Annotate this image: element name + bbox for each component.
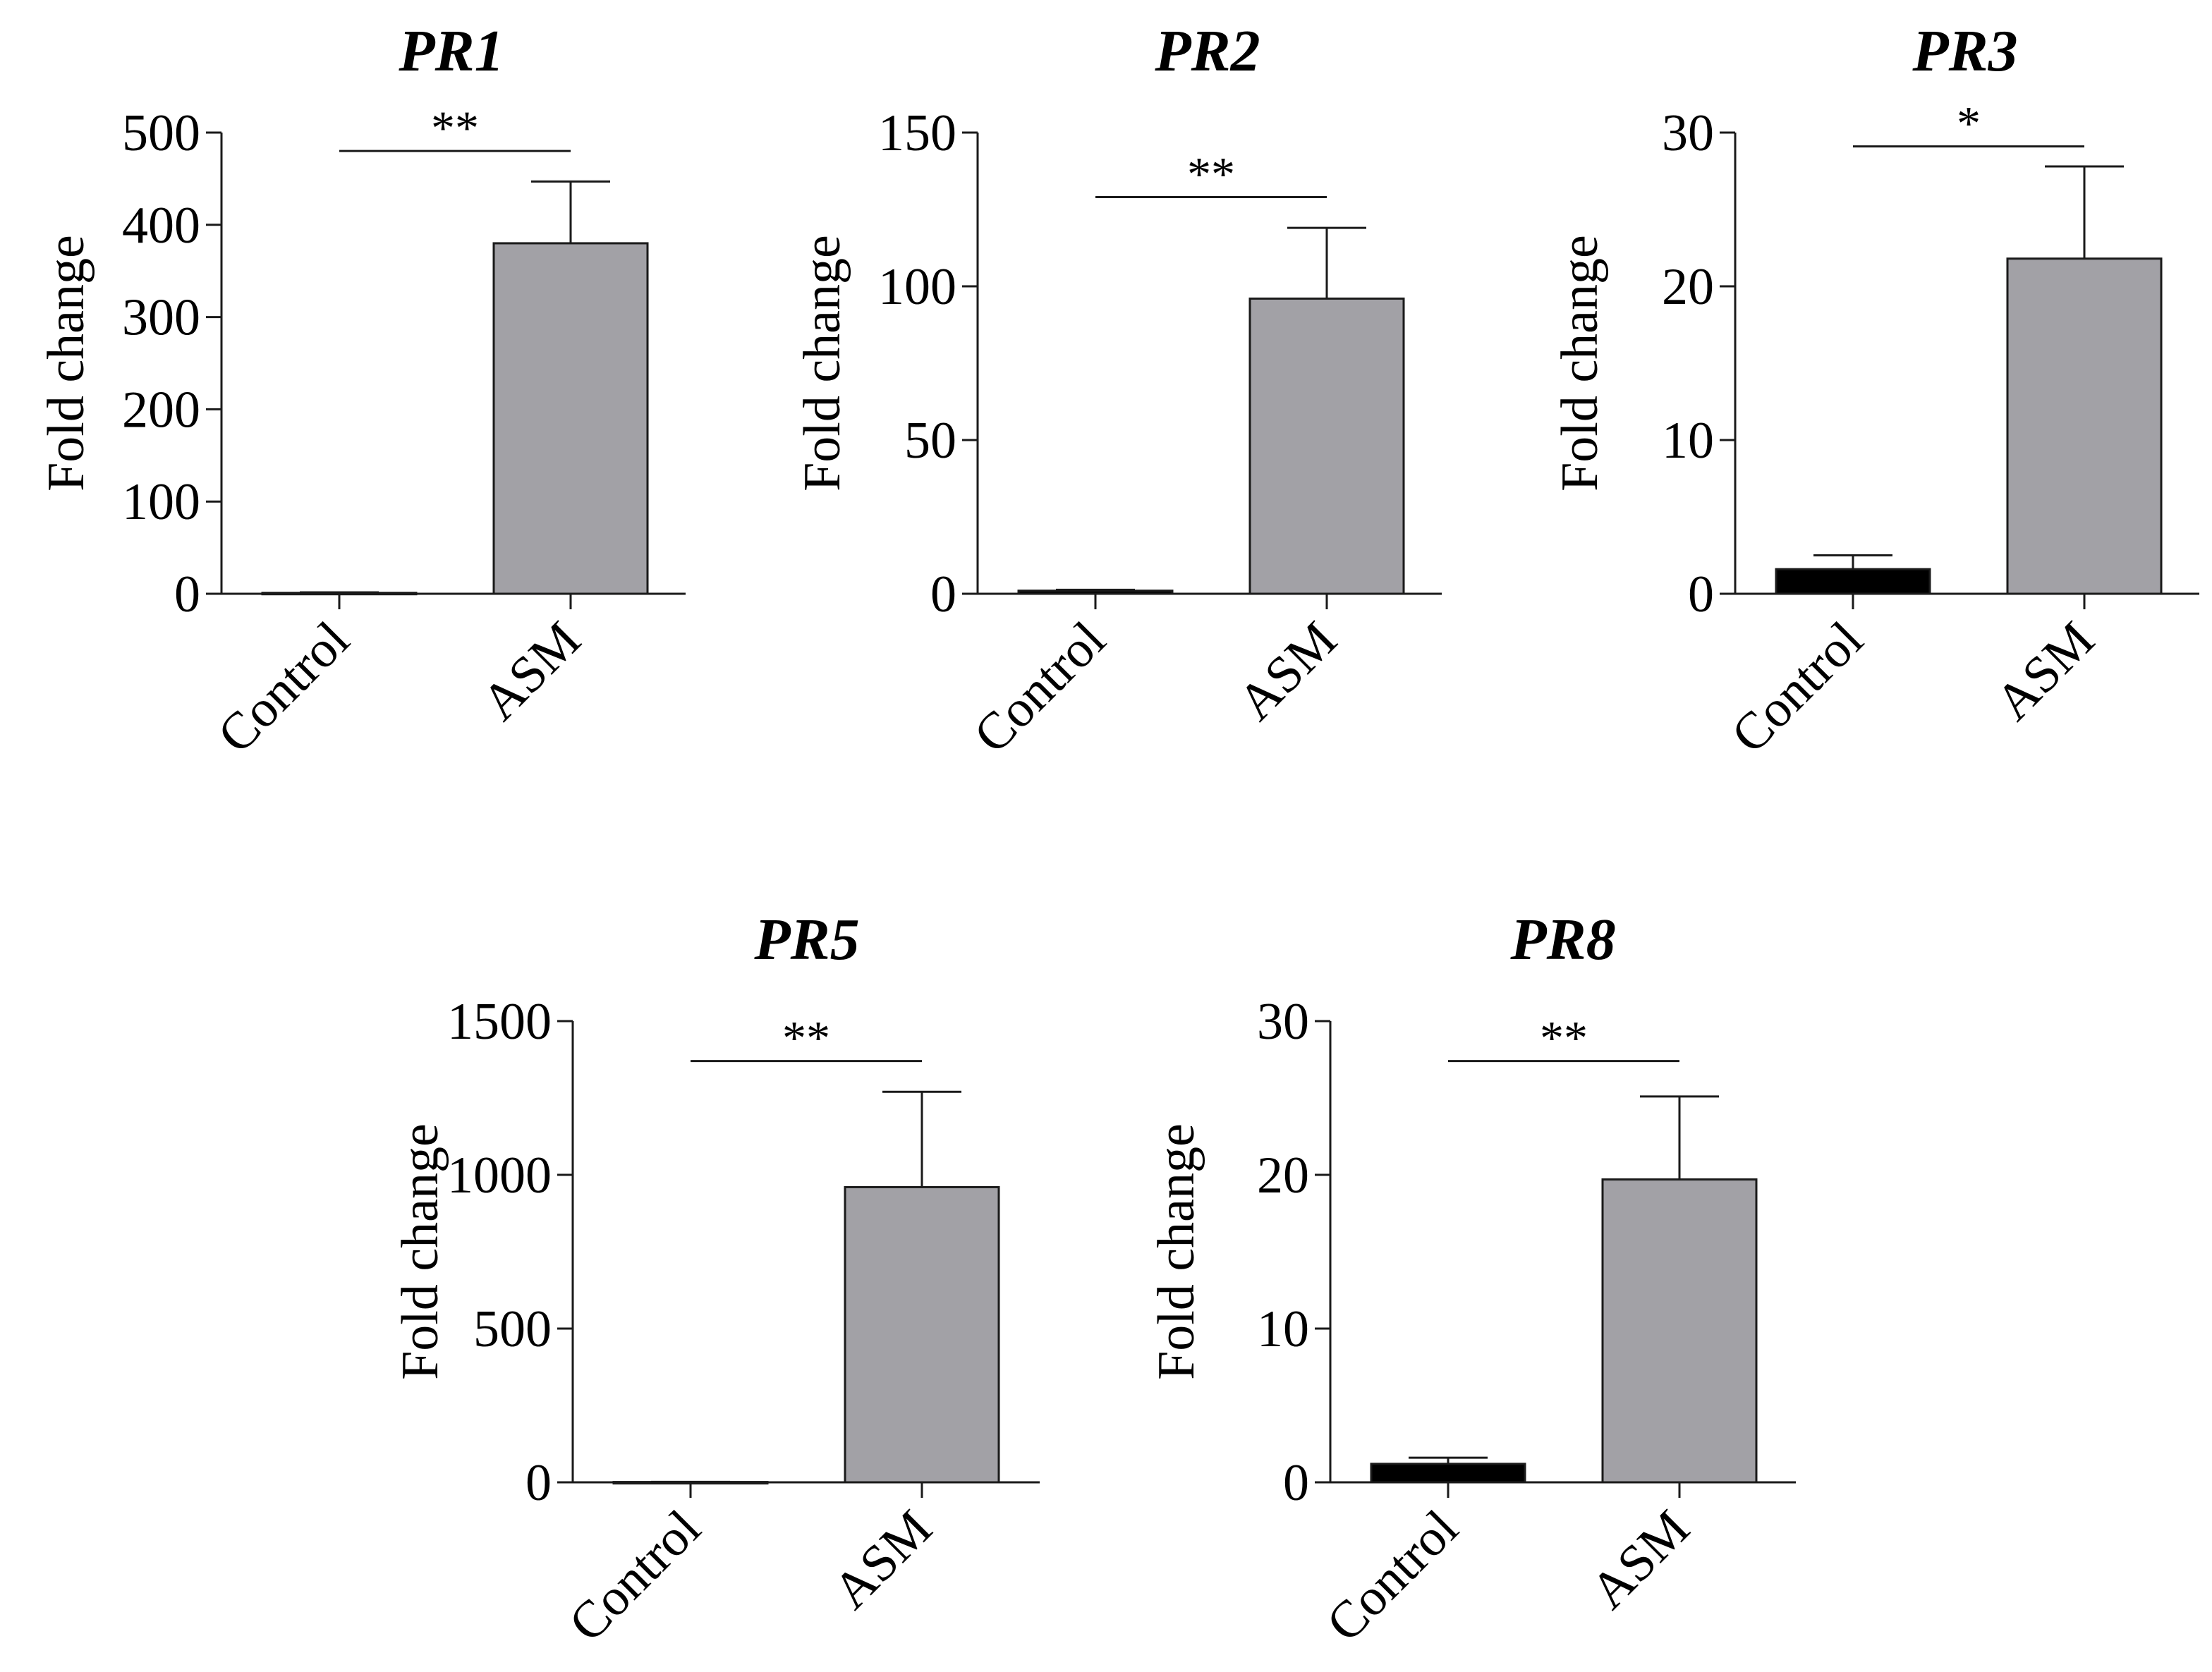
chart-pr1-y-tick-label: 400: [122, 197, 200, 255]
chart-pr5-title: PR5: [753, 907, 859, 972]
chart-pr8-y-tick-label: 0: [1283, 1454, 1309, 1512]
chart-pr1-title: PR1: [398, 18, 504, 84]
chart-pr2-y-tick-label: 50: [904, 412, 956, 470]
chart-pr5-y-tick-label: 1500: [447, 993, 552, 1051]
chart-pr5-y-tick-label: 500: [473, 1300, 552, 1358]
chart-pr3-y-axis-label: Fold change: [1551, 235, 1609, 492]
chart-pr2-bar-control: [1017, 590, 1174, 595]
chart-pr3-bar-control: [1775, 568, 1931, 595]
chart-pr1-y-tick-label: 500: [122, 104, 200, 162]
chart-pr2-y-tick-label: 0: [930, 566, 956, 623]
chart-pr1-y-tick-label: 100: [122, 473, 200, 531]
chart-pr3-title: PR3: [1912, 18, 2017, 84]
chart-pr1-y-tick-label: 0: [174, 566, 200, 623]
chart-pr3-y-tick-label: 10: [1662, 412, 1714, 470]
chart-pr8-bar-asm: [1601, 1178, 1758, 1484]
chart-pr5-y-tick-label: 1000: [447, 1147, 552, 1204]
chart-pr8-significance-label: **: [1540, 1011, 1588, 1065]
chart-pr1-y-tick-label: 300: [122, 289, 200, 347]
chart-pr3-y-tick-label: 30: [1662, 104, 1714, 162]
chart-pr5-significance-label: **: [782, 1011, 830, 1065]
chart-pr8-y-axis-label: Fold change: [1148, 1123, 1205, 1380]
chart-pr8-y-tick-label: 10: [1257, 1300, 1309, 1358]
chart-pr5-y-tick-label: 0: [525, 1454, 552, 1512]
chart-pr1-significance-label: **: [431, 101, 479, 154]
chart-pr2-y-tick-label: 100: [878, 258, 956, 316]
chart-pr2-y-axis-label: Fold change: [794, 235, 851, 492]
chart-pr1-y-tick-label: 200: [122, 381, 200, 439]
chart-pr2-title: PR2: [1154, 18, 1260, 84]
chart-pr3-significance-label: *: [1957, 97, 1981, 150]
chart-pr5-y-axis-label: Fold change: [391, 1123, 449, 1380]
chart-pr8-y-tick-label: 20: [1257, 1147, 1309, 1204]
chart-pr2-significance-label: **: [1187, 147, 1235, 201]
chart-pr3-y-tick-label: 0: [1688, 566, 1714, 623]
chart-pr2-y-tick-label: 150: [878, 104, 956, 162]
chart-pr2-bar-asm: [1248, 297, 1405, 595]
chart-pr1-bar-asm: [492, 242, 649, 595]
chart-pr8-title: PR8: [1509, 907, 1615, 972]
chart-pr3-bar-asm: [2006, 257, 2163, 595]
chart-pr8-y-tick-label: 30: [1257, 993, 1309, 1051]
chart-pr3-y-tick-label: 20: [1662, 258, 1714, 316]
chart-pr1-y-axis-label: Fold change: [37, 235, 95, 492]
chart-pr8-bar-control: [1370, 1463, 1526, 1484]
chart-pr5-bar-asm: [844, 1185, 1000, 1484]
